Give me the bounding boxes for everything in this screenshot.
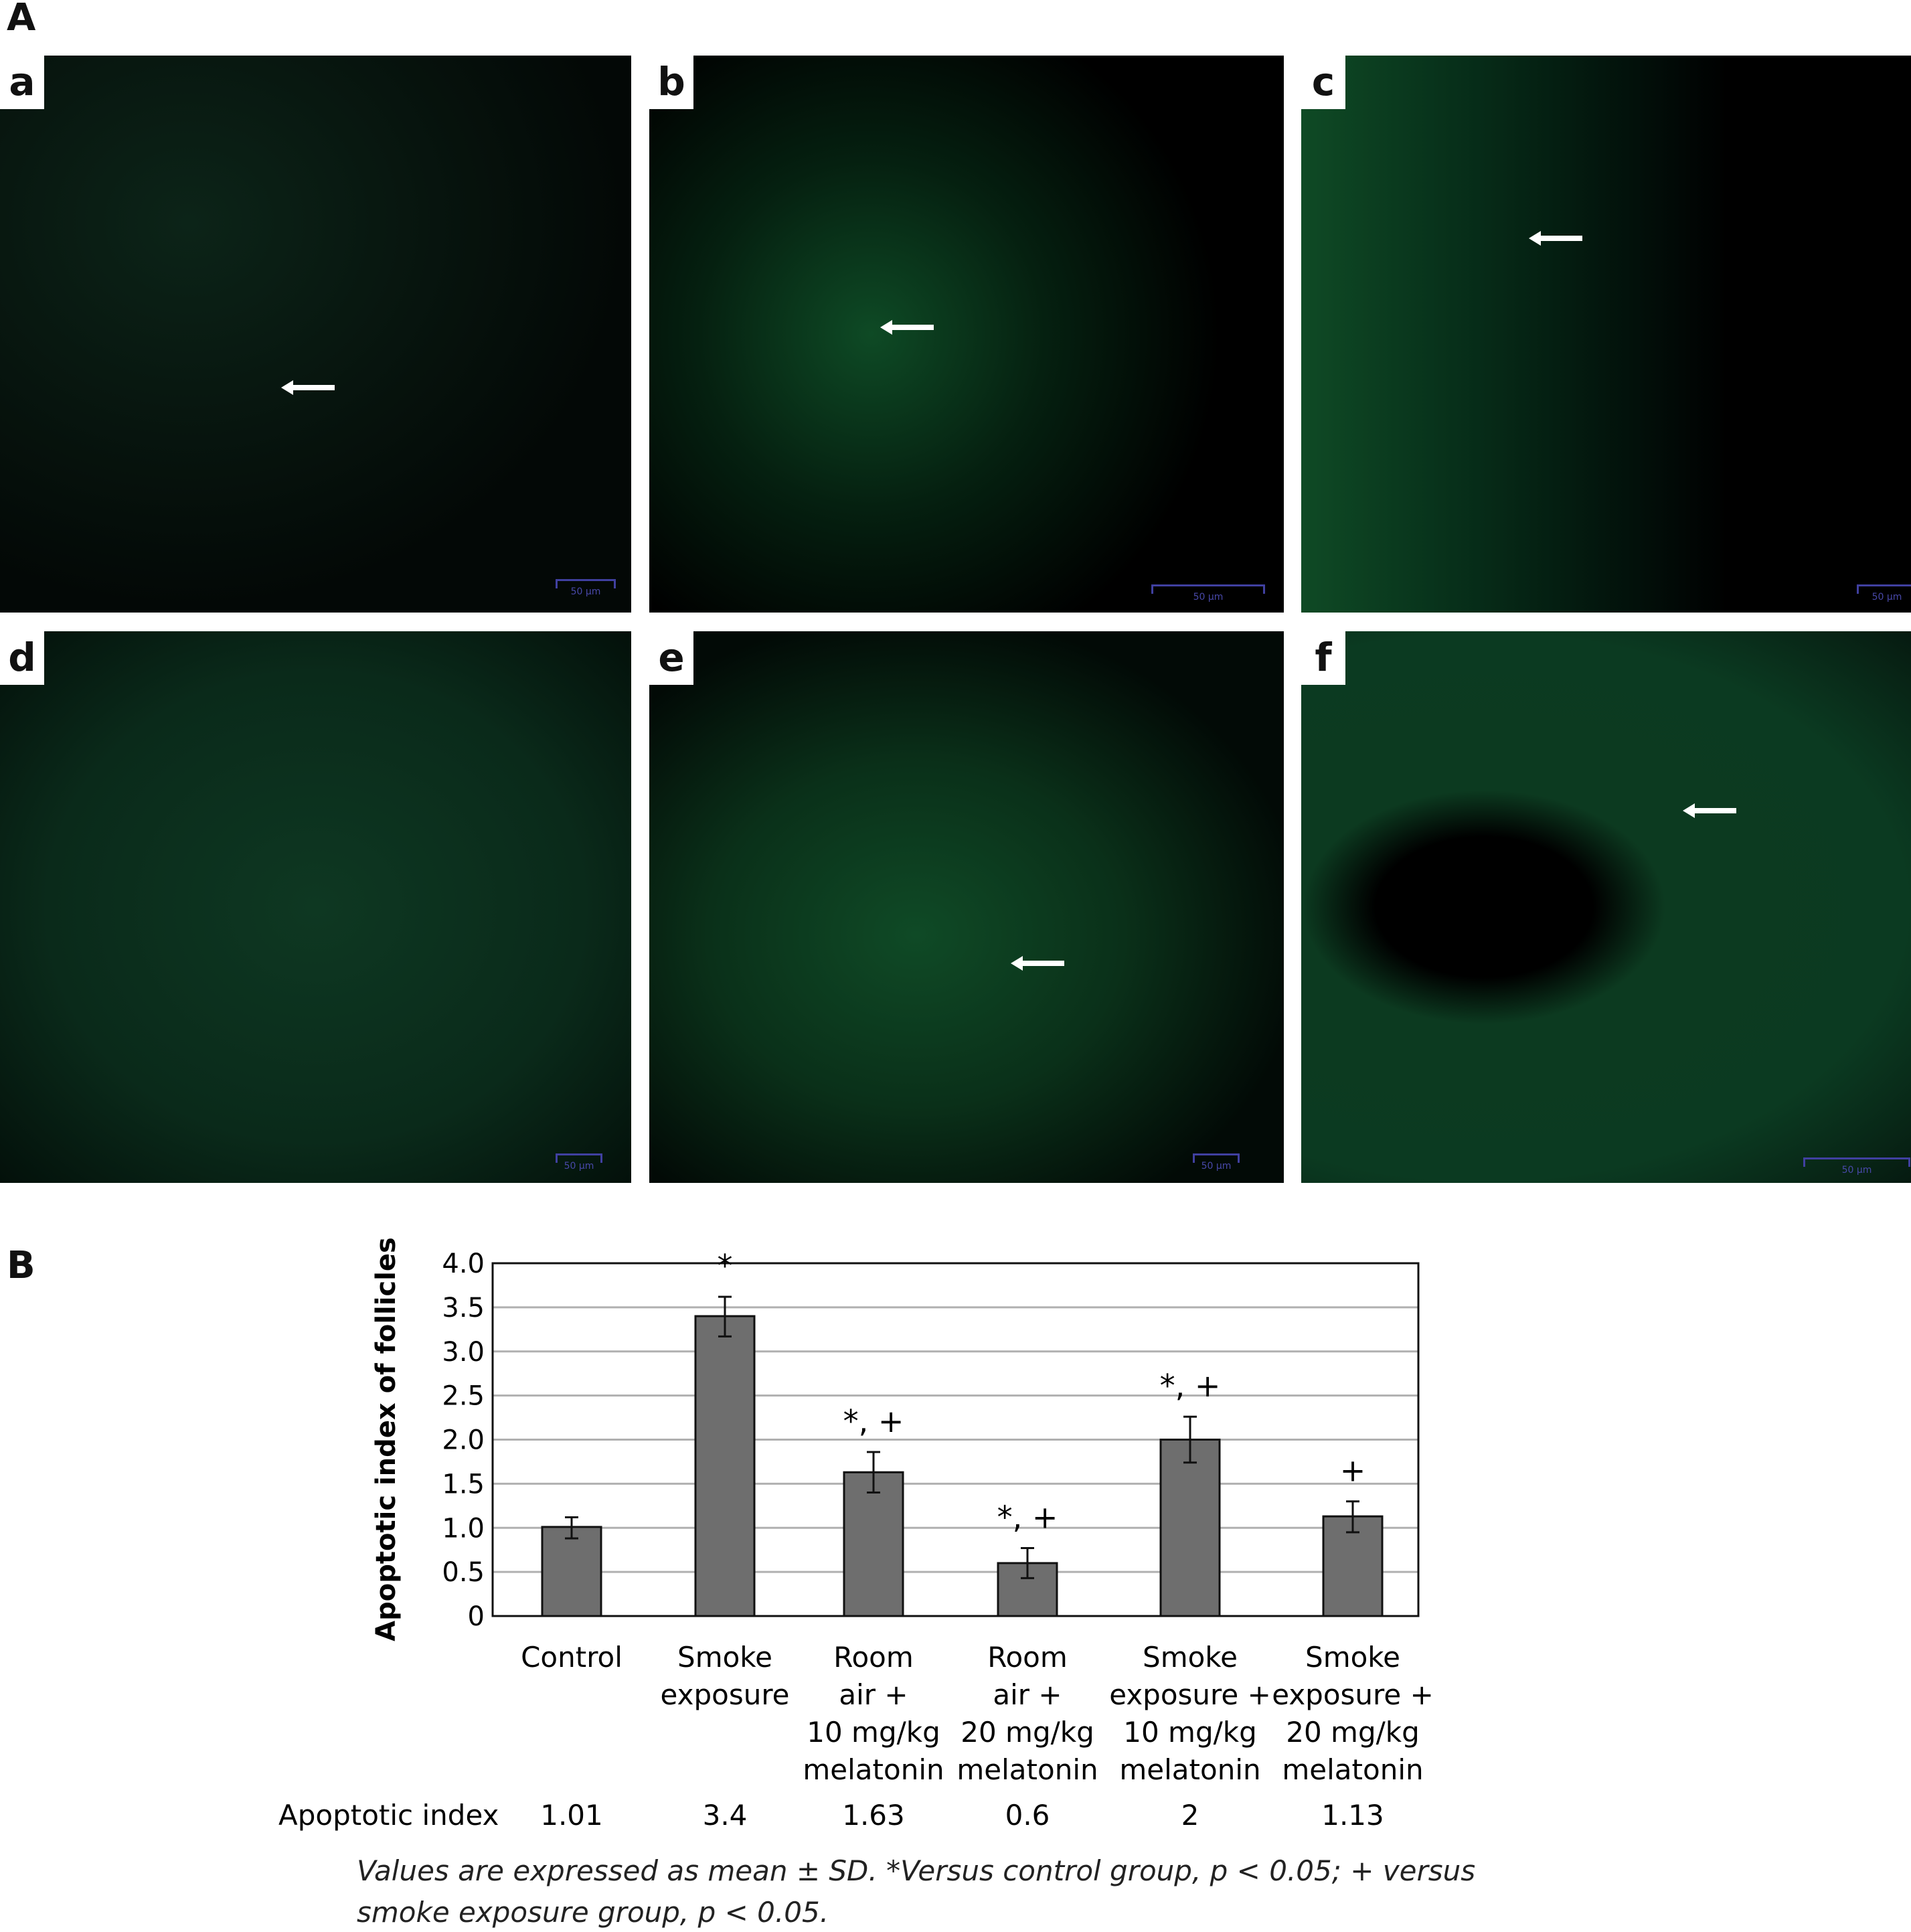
panel-label: d	[0, 631, 44, 685]
y-tick-label: 0.5	[442, 1557, 485, 1588]
y-tick-label: 4.0	[442, 1249, 485, 1279]
part-b-label: B	[7, 1244, 35, 1287]
micrograph-e: e 50 µm	[649, 631, 1284, 1183]
error-bar	[1346, 1500, 1359, 1534]
significance-marker: *, +	[843, 1403, 904, 1439]
x-tick-label: Room	[833, 1641, 914, 1674]
table-value: 3.4	[703, 1799, 748, 1832]
error-bar	[1183, 1415, 1197, 1464]
x-tick-label: melatonin	[957, 1753, 1098, 1786]
y-tick-label: 3.5	[442, 1293, 485, 1323]
arrow-icon	[281, 380, 335, 395]
scale-bar: 50 µm	[556, 579, 616, 597]
footnote-line-2: smoke exposure group, p < 0.05.	[357, 1896, 829, 1929]
y-tick-label: 2.5	[442, 1381, 485, 1412]
x-tick-label: melatonin	[1282, 1753, 1423, 1786]
panel-label: f	[1301, 631, 1345, 685]
panel-label: a	[0, 56, 44, 109]
table-value: 1.63	[842, 1799, 905, 1832]
scale-bar: 50 µm	[1193, 1153, 1240, 1172]
scale-bar: 50 µm	[1857, 584, 1911, 602]
table-label: Apoptotic index	[278, 1799, 499, 1832]
table-value: 1.01	[540, 1799, 603, 1832]
scale-bar: 50 µm	[1803, 1157, 1910, 1176]
panel-label: b	[649, 56, 693, 109]
x-tick-label: melatonin	[1119, 1753, 1260, 1786]
error-bar	[718, 1295, 732, 1338]
scale-bar: 50 µm	[556, 1153, 602, 1172]
x-tick-label: Room	[987, 1641, 1068, 1674]
arrow-icon	[1011, 956, 1064, 971]
y-axis-label: Apoptotic index of follicles	[371, 1237, 402, 1641]
micrograph-c: c 50 µm	[1301, 56, 1911, 613]
arrow-icon	[1683, 803, 1736, 818]
error-bar	[1021, 1547, 1034, 1579]
table-value: 0.6	[1005, 1799, 1050, 1832]
x-tick-label: melatonin	[803, 1753, 944, 1786]
bar	[694, 1315, 756, 1617]
bar	[843, 1471, 904, 1617]
bar	[1159, 1439, 1221, 1617]
x-tick-label: Smoke	[1305, 1641, 1400, 1674]
x-tick-label: exposure	[661, 1678, 790, 1711]
micrograph-d: d 50 µm	[0, 631, 631, 1183]
table-value: 1.13	[1321, 1799, 1384, 1832]
arrow-icon	[1529, 231, 1582, 246]
x-tick-label: Smoke	[1143, 1641, 1238, 1674]
footnote-line-1: Values are expressed as mean ± SD. *Vers…	[357, 1854, 1476, 1887]
x-tick-label: air +	[839, 1678, 908, 1711]
arrow-icon	[880, 320, 934, 335]
plot-frame	[491, 1262, 1420, 1617]
micrograph-a: a 50 µm	[0, 56, 631, 613]
significance-marker: *, +	[1160, 1368, 1221, 1404]
panel-label: e	[649, 631, 693, 685]
y-tick-label: 3.0	[442, 1337, 485, 1368]
table-value: 2	[1181, 1799, 1199, 1832]
x-tick-label: 10 mg/kg	[1123, 1716, 1257, 1749]
x-tick-label: exposure +	[1109, 1678, 1271, 1711]
bar	[541, 1526, 602, 1617]
significance-marker: *, +	[997, 1500, 1058, 1536]
panel-label: c	[1301, 56, 1345, 109]
y-tick-label: 0	[468, 1601, 485, 1632]
error-bar	[867, 1451, 880, 1494]
x-tick-label: 10 mg/kg	[807, 1716, 940, 1749]
significance-marker: +	[1340, 1453, 1366, 1489]
scale-bar: 50 µm	[1151, 584, 1265, 602]
y-tick-label: 2.0	[442, 1425, 485, 1456]
micrograph-b: b 50 µm	[649, 56, 1284, 613]
y-tick-label: 1.5	[442, 1469, 485, 1500]
x-tick-label: exposure +	[1272, 1678, 1434, 1711]
significance-marker: *	[718, 1248, 733, 1284]
micrograph-f: f 50 µm	[1301, 631, 1911, 1183]
y-tick-label: 1.0	[442, 1513, 485, 1544]
x-tick-label: 20 mg/kg	[1286, 1716, 1420, 1749]
x-tick-label: Smoke	[677, 1641, 772, 1674]
x-tick-label: air +	[993, 1678, 1062, 1711]
x-tick-label: 20 mg/kg	[961, 1716, 1094, 1749]
error-bar	[565, 1516, 578, 1540]
part-a-label: A	[7, 0, 36, 39]
x-tick-label: Control	[521, 1641, 622, 1674]
